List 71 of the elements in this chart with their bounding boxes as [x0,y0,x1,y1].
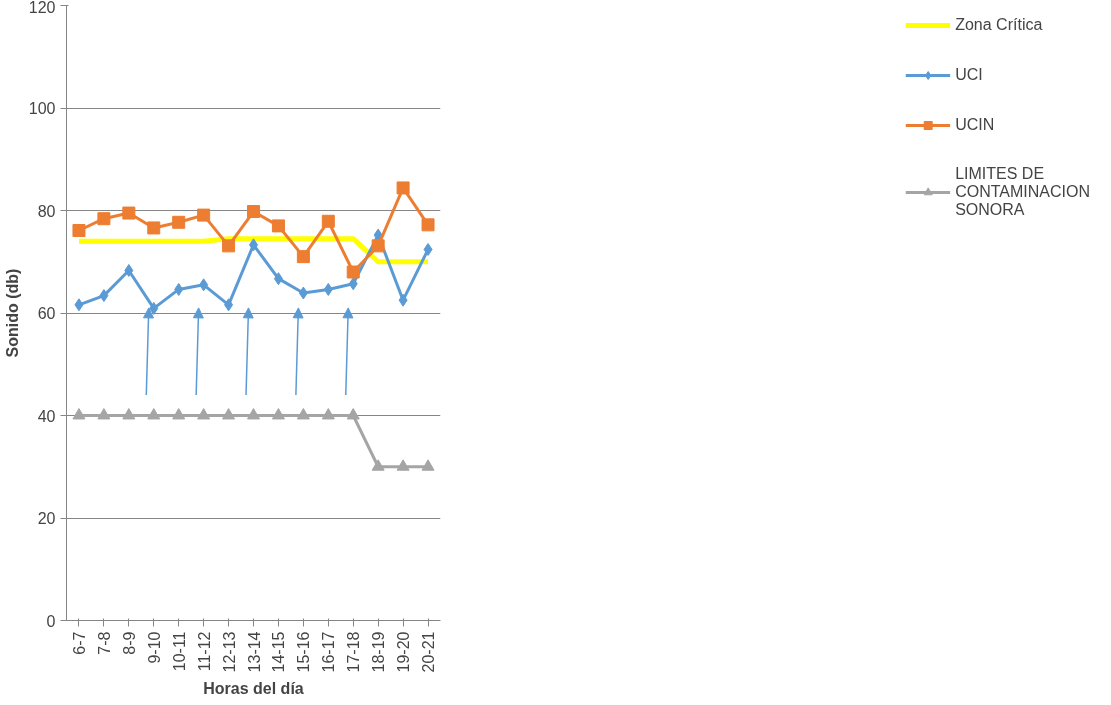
point [72,408,86,420]
point [72,223,86,237]
x-axis-title: Horas del día [203,680,304,698]
x-tick-label: 17-18 [345,631,363,673]
point [396,181,410,195]
x-tick-label: 19-20 [395,631,413,673]
x-tick-label: 15-16 [295,631,313,673]
point [321,214,335,228]
point [222,239,236,253]
point [199,278,209,292]
point [174,282,184,296]
x-tick-label: 16-17 [320,631,338,673]
point [247,408,260,420]
point [124,263,134,277]
legend-label: UCI [955,66,983,84]
x-tick-label: 12-13 [220,631,238,673]
point [149,301,159,315]
point [321,408,335,420]
point [296,250,310,264]
y-tick-label: 20 [37,510,56,527]
y-tick-label: 120 [28,0,56,16]
x-tick-label: 20-21 [420,631,438,673]
point [147,221,161,235]
y-tick-label: 0 [46,612,56,630]
y-tick-label: 60 [37,305,56,322]
point [172,215,186,229]
point [147,408,161,420]
point [122,206,136,220]
point [396,459,410,471]
point [348,277,358,291]
point [247,205,260,219]
point [298,286,308,300]
point [423,242,433,256]
y-axis-title: Sonido (db) [3,268,21,358]
point [74,298,84,312]
point [398,293,408,307]
point [197,408,211,420]
x-tick-label: 14-15 [270,631,288,673]
legend-label: UCIN [955,116,995,134]
point [271,408,285,420]
point [224,298,234,312]
x-tick-label: 11-12 [195,631,213,672]
point [371,459,385,471]
point [346,408,360,420]
point [271,219,285,233]
legend-label: Zona Crítica [955,16,1043,34]
point [296,408,310,420]
point [323,282,333,296]
point [99,289,109,303]
y-tick-label: 40 [37,407,56,425]
point [421,459,435,471]
point [97,408,111,420]
point [222,408,236,420]
x-tick-label: 10-11 [170,631,188,672]
point [346,265,360,279]
point [122,408,136,420]
y-tick-label: 100 [28,100,56,117]
point [371,239,385,253]
x-tick-label: 8-9 [120,631,138,655]
point [273,272,283,286]
y-tick-label: 80 [37,202,56,220]
x-tick-label: 18-19 [370,631,388,673]
point [197,208,211,222]
x-tick-label: 13-14 [245,631,263,673]
x-tick-label: 9-10 [145,631,163,664]
point [172,408,186,420]
point [97,212,111,226]
legend-label: LIMITES DE CONTAMINACION SONORA [955,165,1090,219]
x-tick-label: 7-8 [95,631,113,655]
x-tick-label: 6-7 [70,631,88,655]
point [421,218,435,232]
